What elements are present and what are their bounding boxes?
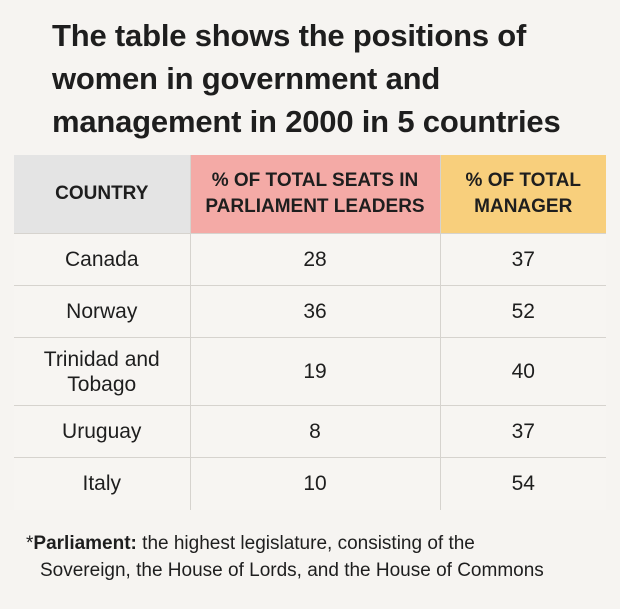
cell-manager: 40 [440, 337, 606, 406]
footnote: *Parliament: the highest legislature, co… [26, 530, 616, 584]
data-table: COUNTRY % OF TOTAL SEATS IN PARLIAMENT L… [14, 155, 606, 510]
footnote-asterisk: * [26, 533, 34, 554]
cell-manager: 37 [440, 405, 606, 458]
chart-title: The table shows the positions of women i… [52, 18, 561, 139]
cell-seats: 19 [190, 337, 441, 406]
table-row: Norway 36 52 [14, 285, 606, 338]
table-row: Trinidad and Tobago 19 40 [14, 337, 606, 406]
cell-country: Canada [14, 233, 191, 286]
table-row: Italy 10 54 [14, 457, 606, 510]
header-manager: % OF TOTAL MANAGER [440, 155, 606, 234]
cell-country: Uruguay [14, 405, 191, 458]
footnote-line1: the highest legislature, consisting of t… [136, 533, 475, 554]
cell-manager: 37 [440, 233, 606, 286]
cell-seats: 10 [190, 457, 441, 510]
cell-seats: 28 [190, 233, 441, 286]
cell-seats: 36 [190, 285, 441, 338]
cell-country: Norway [14, 285, 191, 338]
header-row: COUNTRY % OF TOTAL SEATS IN PARLIAMENT L… [14, 155, 606, 234]
footnote-line2: Sovereign, the House of Lords, and the H… [40, 560, 544, 581]
cell-manager: 54 [440, 457, 606, 510]
header-country: COUNTRY [14, 155, 191, 234]
footnote-term: Parliament: [33, 533, 137, 554]
cell-seats: 8 [190, 405, 441, 458]
cell-country: Italy [14, 457, 191, 510]
table-row: Canada 28 37 [14, 233, 606, 286]
cell-country: Trinidad and Tobago [14, 337, 191, 406]
cell-manager: 52 [440, 285, 606, 338]
table-row: Uruguay 8 37 [14, 405, 606, 458]
header-seats: % OF TOTAL SEATS IN PARLIAMENT LEADERS [190, 155, 441, 234]
